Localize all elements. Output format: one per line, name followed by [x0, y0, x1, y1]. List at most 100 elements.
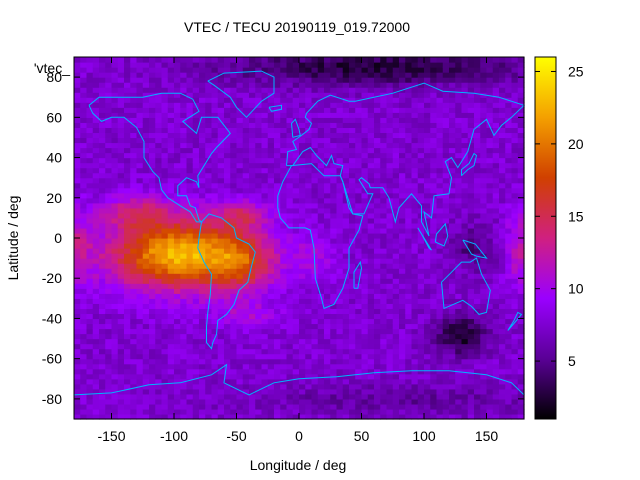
heatmap-cell	[436, 243, 444, 249]
heatmap-cell	[311, 248, 319, 254]
heatmap-cell	[99, 227, 106, 234]
heatmap-cell	[374, 303, 381, 309]
heatmap-cell	[367, 182, 375, 189]
heatmap-cell	[486, 147, 494, 154]
heatmap-cell	[80, 293, 88, 299]
heatmap-cell	[349, 303, 356, 309]
heatmap-cell	[380, 162, 388, 169]
heatmap-cell	[305, 192, 313, 199]
heatmap-cell	[211, 67, 219, 73]
heatmap-cell	[405, 363, 413, 370]
heatmap-cell	[236, 187, 244, 194]
heatmap-cell	[386, 283, 394, 289]
heatmap-cell	[211, 313, 219, 320]
heatmap-cell	[286, 308, 294, 315]
heatmap-cell	[280, 232, 288, 239]
heatmap-cell	[355, 112, 363, 118]
heatmap-cell	[86, 383, 94, 390]
heatmap-cell	[124, 227, 131, 234]
heatmap-cell	[180, 393, 188, 400]
heatmap-cell	[217, 308, 225, 315]
heatmap-cell	[111, 227, 119, 234]
heatmap-cell	[330, 278, 338, 284]
heatmap-cell	[486, 268, 494, 274]
heatmap-cell	[236, 358, 244, 365]
heatmap-cell	[224, 413, 231, 420]
heatmap-cell	[280, 172, 288, 179]
heatmap-cell	[192, 318, 200, 325]
heatmap-cell	[205, 258, 213, 264]
heatmap-cell	[417, 358, 425, 365]
heatmap-cell	[130, 162, 138, 169]
heatmap-cell	[167, 348, 175, 355]
heatmap-cell	[367, 162, 375, 169]
heatmap-cell	[436, 167, 444, 174]
heatmap-cell	[242, 117, 250, 123]
heatmap-cell	[480, 102, 488, 108]
heatmap-cell	[136, 112, 144, 118]
heatmap-cell	[249, 107, 256, 113]
heatmap-cell	[424, 67, 431, 73]
heatmap-cell	[142, 182, 150, 189]
heatmap-cell	[286, 97, 294, 103]
heatmap-cell	[267, 248, 275, 254]
heatmap-cell	[399, 373, 406, 380]
heatmap-cell	[267, 202, 275, 209]
heatmap-cell	[174, 67, 181, 73]
heatmap-cell	[224, 258, 231, 264]
heatmap-cell	[305, 333, 313, 340]
heatmap-cell	[292, 383, 300, 390]
heatmap-cell	[374, 273, 381, 279]
heatmap-cell	[236, 273, 244, 279]
heatmap-cell	[192, 338, 200, 345]
heatmap-cell	[167, 378, 175, 385]
heatmap-cell	[349, 177, 356, 184]
heatmap-cell	[292, 263, 300, 269]
heatmap-cell	[405, 348, 413, 355]
heatmap-cell	[161, 227, 169, 234]
heatmap-cell	[342, 137, 350, 144]
heatmap-cell	[255, 278, 263, 284]
heatmap-cell	[211, 107, 219, 113]
heatmap-cell	[367, 253, 375, 259]
heatmap-cell	[342, 308, 350, 315]
heatmap-cell	[499, 253, 506, 259]
heatmap-cell	[117, 227, 125, 234]
heatmap-cell	[124, 107, 131, 113]
heatmap-cell	[361, 92, 369, 98]
heatmap-cell	[74, 172, 81, 179]
heatmap-cell	[474, 318, 481, 325]
heatmap-cell	[436, 222, 444, 229]
heatmap-cell	[392, 232, 400, 239]
heatmap-cell	[242, 67, 250, 73]
heatmap-cell	[330, 383, 338, 390]
heatmap-cell	[161, 62, 169, 68]
heatmap-cell	[167, 97, 175, 103]
heatmap-cell	[142, 258, 150, 264]
heatmap-cell	[411, 197, 419, 204]
heatmap-cell	[105, 358, 113, 365]
heatmap-cell	[286, 82, 294, 88]
heatmap-cell	[92, 308, 100, 315]
heatmap-cell	[242, 358, 250, 365]
heatmap-cell	[386, 333, 394, 340]
heatmap-cell	[330, 293, 338, 299]
heatmap-cell	[342, 333, 350, 340]
heatmap-cell	[124, 353, 131, 360]
heatmap-cell	[217, 142, 225, 149]
heatmap-cell	[480, 413, 488, 420]
heatmap-cell	[349, 268, 356, 274]
heatmap-cell	[374, 172, 381, 179]
heatmap-cell	[155, 388, 163, 395]
heatmap-cell	[180, 212, 188, 219]
heatmap-cell	[392, 313, 400, 320]
heatmap-cell	[74, 363, 81, 370]
heatmap-cell	[499, 268, 506, 274]
heatmap-cell	[161, 318, 169, 325]
heatmap-cell	[155, 152, 163, 159]
heatmap-cell	[336, 127, 344, 134]
heatmap-cell	[86, 172, 94, 179]
heatmap-cell	[467, 283, 475, 289]
heatmap-cell	[99, 293, 106, 299]
heatmap-cell	[105, 122, 113, 128]
